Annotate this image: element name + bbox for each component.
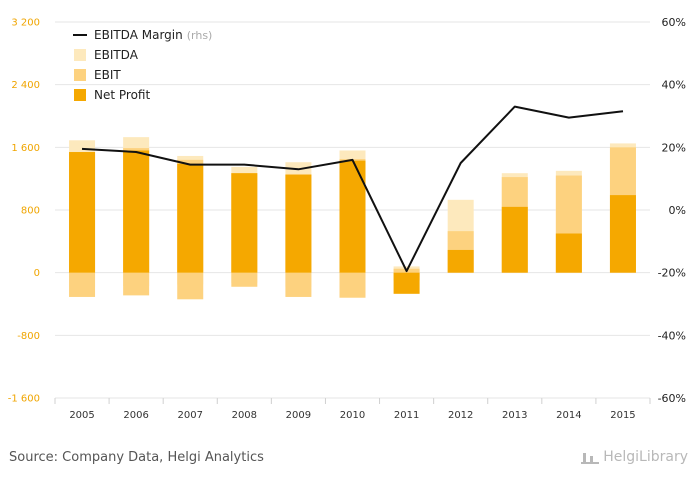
bar-net-profit-negative — [393, 272, 420, 294]
bar-net-profit-positive — [555, 233, 582, 273]
library-icon — [581, 450, 600, 464]
legend-label: Net Profit — [94, 88, 150, 102]
bars — [69, 137, 636, 300]
y-right-tick-label: -40% — [658, 329, 686, 342]
bar-ebit-negative — [123, 272, 150, 296]
margin-line-layer — [81, 105, 624, 273]
helgi-library-logo: HelgiLibrary — [581, 449, 688, 465]
ebitda-margin-line — [81, 105, 624, 273]
bar-ebit-negative — [285, 272, 312, 297]
x-tick-label: 2010 — [340, 410, 365, 421]
source-note: Source: Company Data, Helgi Analytics — [9, 450, 264, 465]
x-tick-label: 2015 — [610, 410, 635, 421]
y-left-tick-label: 2 400 — [11, 80, 40, 91]
bar-ebit-negative — [339, 272, 366, 298]
legend: EBITDA Margin (rhs) EBITDA EBIT Net Profit — [73, 28, 212, 102]
y-left-tick-label: 3 200 — [11, 18, 40, 29]
legend-box-swatch — [74, 49, 86, 61]
y-right-tick-label: -60% — [658, 392, 686, 405]
legend-box-swatch — [74, 69, 86, 81]
logo-text: HelgiLibrary — [603, 449, 688, 465]
legend-rhs-note: (rhs) — [187, 29, 213, 42]
x-tick-label: 2006 — [123, 410, 148, 421]
y-right-tick-label: 0% — [669, 204, 686, 217]
x-tick-label: 2013 — [502, 410, 527, 421]
x-tick-label: 2011 — [394, 410, 419, 421]
bar-ebit-negative — [69, 272, 96, 297]
legend-box-swatch — [74, 89, 86, 101]
bar-net-profit-positive — [285, 174, 312, 273]
y-left-tick-label: 0 — [34, 268, 40, 279]
bar-net-profit-positive — [609, 195, 636, 273]
y-right-tick-label: 20% — [662, 141, 686, 154]
x-tick-label: 2005 — [69, 410, 94, 421]
x-tick-label: 2014 — [556, 410, 581, 421]
bar-net-profit-positive — [177, 163, 204, 273]
bar-net-profit-positive — [447, 249, 474, 273]
y-right-tick-label: 60% — [662, 16, 686, 29]
y-left-tick-label: -1 600 — [8, 394, 40, 405]
bar-net-profit-positive — [231, 173, 258, 273]
bar-net-profit-positive — [69, 152, 96, 273]
y-left-tick-label: 1 600 — [11, 143, 40, 154]
x-tick-label: 2007 — [178, 410, 203, 421]
bar-ebit-negative — [231, 272, 258, 287]
x-tick-label: 2012 — [448, 410, 473, 421]
y-right-tick-label: -20% — [658, 267, 686, 280]
y-left-tick-label: 800 — [21, 206, 40, 217]
y-left-tick-label: -800 — [17, 331, 40, 342]
x-tick-label: 2008 — [232, 410, 257, 421]
y-right-tick-label: 40% — [662, 79, 686, 92]
legend-label: EBITDA Margin — [94, 28, 183, 42]
legend-label: EBIT — [94, 68, 121, 82]
bar-net-profit-positive — [123, 150, 150, 273]
bar-net-profit-positive — [501, 206, 528, 273]
bar-ebit-negative — [177, 272, 204, 300]
legend-label: EBITDA — [94, 48, 139, 62]
axes: 3 200 60% 2 400 40% 1 600 20% 800 0% 0 -20% -800 -4… — [8, 16, 686, 421]
x-tick-label: 2009 — [286, 410, 311, 421]
